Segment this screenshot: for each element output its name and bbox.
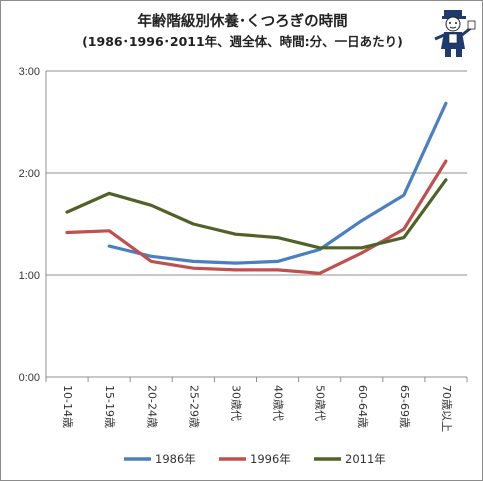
- y-tick-label: 3:00: [19, 66, 40, 78]
- series-line-1996年: [65, 159, 448, 275]
- series-line-1986年: [107, 101, 448, 265]
- legend-label: 1996年: [250, 452, 291, 466]
- x-tick-label: 50歳代: [314, 385, 327, 421]
- x-tick-label: 40歳代: [272, 385, 285, 421]
- x-tick-label: 70歳以上: [440, 385, 453, 432]
- series-line-2011年: [65, 178, 448, 250]
- x-tick-label: 30歳代: [229, 385, 242, 421]
- chart-subtitle: (1986･1996･2011年、週全体、時間:分、一日あたり): [82, 34, 403, 49]
- x-tick-label: 20-24歳: [145, 385, 158, 428]
- y-tick-label: 0:00: [19, 372, 40, 384]
- x-tick-label: 25-29歳: [187, 385, 200, 428]
- mascot-icon: [434, 10, 476, 57]
- legend-label: 1986年: [155, 452, 196, 466]
- legend-label: 2011年: [345, 452, 386, 466]
- x-tick-label: 15-19歳: [103, 385, 116, 428]
- x-tick-label: 10-14歳: [61, 385, 74, 428]
- x-tick-label: 60-64歳: [356, 385, 369, 428]
- x-tick-label: 65-69歳: [398, 385, 411, 428]
- chart-title: 年齢階級別休養･くつろぎの時間: [137, 14, 348, 30]
- y-tick-label: 2:00: [19, 168, 40, 180]
- y-tick-label: 1:00: [19, 270, 40, 282]
